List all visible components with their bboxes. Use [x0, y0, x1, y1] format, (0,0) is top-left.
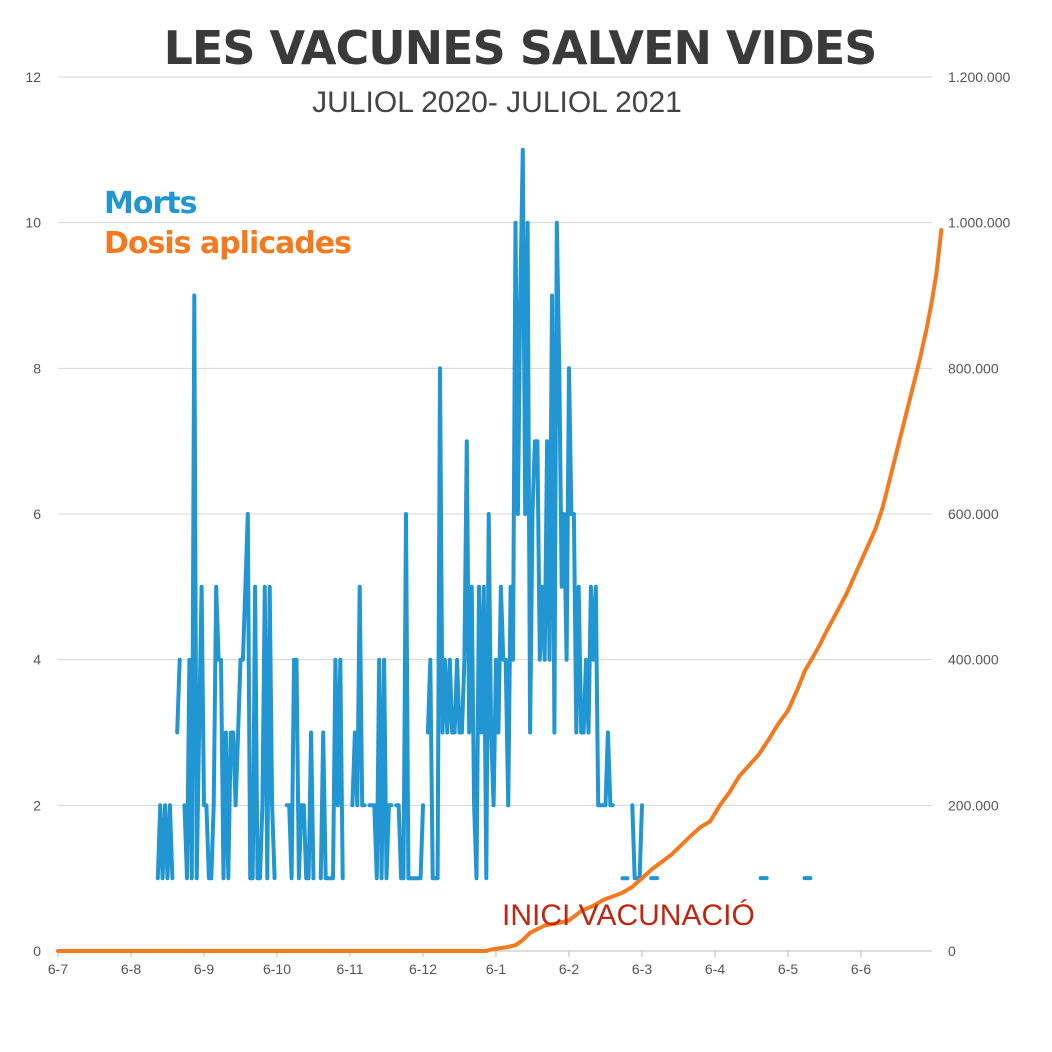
right-tick-label: 600.000 [948, 506, 999, 522]
left-tick-label: 4 [33, 652, 41, 668]
left-axis: 0 2 4 6 8 10 12 [25, 69, 41, 959]
series-line [155, 803, 175, 881]
x-tick-label: 6-4 [705, 961, 725, 977]
chart-subtitle: JULIOL 2020- JULIOL 2021 [312, 86, 682, 119]
x-tick-label: 6-6 [851, 961, 871, 977]
series-line [394, 512, 425, 881]
series-line [318, 657, 345, 881]
series-dosis-aplicades [56, 228, 944, 953]
right-tick-label: 0 [948, 943, 956, 959]
legend-morts: Morts [104, 186, 197, 221]
x-axis: 6-7 6-8 6-9 6-10 6-11 6-12 6-1 6-2 6-3 6-4 6-5 6-6 [48, 950, 932, 977]
legend-dosis-aplicades: Dosis aplicades [104, 226, 351, 261]
x-tick-label: 6-11 [337, 961, 364, 977]
left-tick-label: 12 [25, 69, 41, 85]
x-tick-label: 6-3 [632, 961, 652, 977]
left-tick-label: 6 [33, 506, 41, 522]
right-tick-label: 400.000 [948, 652, 999, 668]
right-axis: 0 200.000 400.000 600.000 800.000 1.000.000 1.… [948, 69, 1010, 959]
series-line [175, 657, 182, 735]
left-tick-label: 0 [33, 943, 41, 959]
x-tick-label: 6-5 [778, 961, 798, 977]
right-tick-label: 800.000 [948, 360, 999, 376]
x-tick-label: 6-2 [559, 961, 579, 977]
series-line [630, 803, 644, 881]
right-tick-label: 1.200.000 [948, 69, 1010, 85]
annotation-inici-vacunacio: INICI VACUNACIÓ [502, 899, 755, 932]
left-tick-label: 8 [33, 360, 41, 376]
series-morts [155, 147, 813, 881]
series-line [350, 584, 367, 808]
x-tick-label: 6-10 [263, 961, 291, 977]
x-tick-label: 6-12 [409, 961, 437, 977]
x-tick-label: 6-1 [486, 961, 506, 977]
left-tick-label: 10 [25, 215, 41, 231]
series-line [182, 293, 277, 881]
right-tick-label: 200.000 [948, 797, 999, 813]
x-tick-label: 6-9 [194, 961, 214, 977]
series-line [425, 147, 615, 881]
series-layer [56, 147, 944, 953]
series-line [284, 657, 316, 881]
left-tick-label: 2 [33, 797, 41, 813]
series-line [56, 228, 944, 953]
chart-title: LES VACUNES SALVEN VIDES [164, 21, 877, 75]
series-line [367, 657, 394, 881]
x-tick-label: 6-8 [121, 961, 141, 977]
right-tick-label: 1.000.000 [948, 215, 1010, 231]
x-tick-label: 6-7 [48, 961, 68, 977]
